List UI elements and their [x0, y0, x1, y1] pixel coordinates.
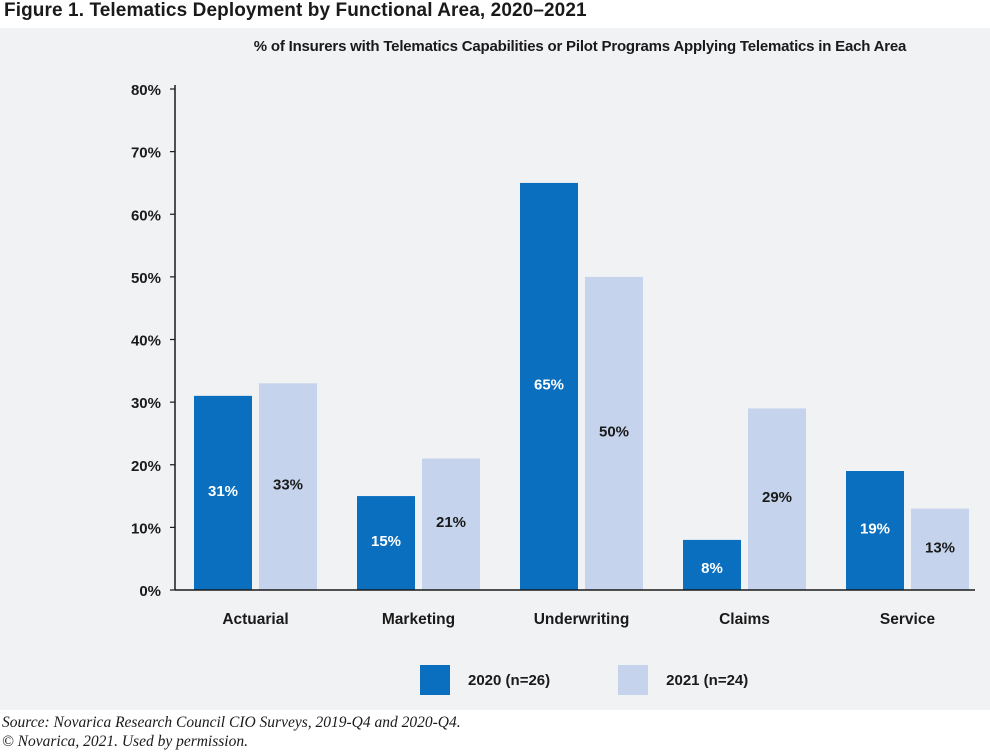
bar-chart: 0% 10% 20% 30% 40% 50% 60% 70% 80% 31% 33% Actuaria… [131, 82, 975, 628]
legend-label-2020: 2020 (n=26) [468, 671, 551, 689]
chart-panel: % of Insurers with Telematics Capabiliti… [0, 28, 990, 710]
bar-2020 [520, 182, 578, 590]
bar-2021 [748, 408, 806, 590]
legend-swatch-2021 [618, 665, 649, 695]
legend-label-2021: 2021 (n=24) [666, 671, 749, 689]
x-tick-label: Claims [719, 611, 770, 628]
y-tick-label: 0% [139, 583, 161, 600]
bar-2021 [911, 508, 969, 590]
legend-item-2021: 2021 (n=24) [618, 665, 748, 695]
y-tick-label: 50% [131, 270, 161, 287]
data-label: 65% [534, 376, 564, 393]
bar-2020 [194, 395, 252, 590]
y-tick-label: 30% [131, 395, 161, 412]
data-label: 31% [208, 483, 238, 500]
bar-2020 [683, 539, 741, 590]
data-label: 50% [599, 423, 629, 440]
bar-2020 [357, 496, 415, 590]
y-tick-label: 40% [131, 333, 161, 350]
data-label: 15% [371, 533, 401, 550]
source-note: Source: Novarica Research Council CIO Su… [2, 713, 461, 751]
data-label: 8% [701, 560, 723, 577]
legend: 2020 (n=26) 2021 (n=24) [420, 664, 816, 696]
bar-2021 [585, 276, 643, 590]
data-label: 29% [762, 489, 792, 506]
bar-2020 [846, 471, 904, 590]
y-tick-label: 20% [131, 458, 161, 475]
y-tick-label: 60% [131, 207, 161, 224]
bar-2021 [422, 458, 480, 590]
legend-swatch-2020 [420, 665, 450, 695]
figure-title: Figure 1. Telematics Deployment by Funct… [4, 0, 587, 21]
y-tick-label: 10% [131, 520, 161, 537]
y-tick-label: 80% [131, 82, 161, 99]
x-tick-label: Service [880, 611, 936, 628]
x-tick-label: Underwriting [534, 611, 630, 628]
bar-2021 [259, 383, 317, 590]
data-label: 21% [436, 514, 466, 531]
x-tick-label: Actuarial [222, 611, 288, 628]
y-tick-label: 70% [131, 145, 161, 162]
chart-subtitle: % of Insurers with Telematics Capabiliti… [253, 38, 907, 55]
data-label: 13% [925, 539, 955, 556]
x-tick-label: Marketing [382, 611, 455, 628]
data-label: 19% [860, 521, 890, 538]
source-line: Source: Novarica Research Council CIO Su… [2, 714, 461, 731]
legend-item-2020: 2020 (n=26) [420, 665, 550, 695]
copyright-line: © Novarica, 2021. Used by permission. [2, 733, 248, 750]
data-label: 33% [273, 477, 303, 494]
